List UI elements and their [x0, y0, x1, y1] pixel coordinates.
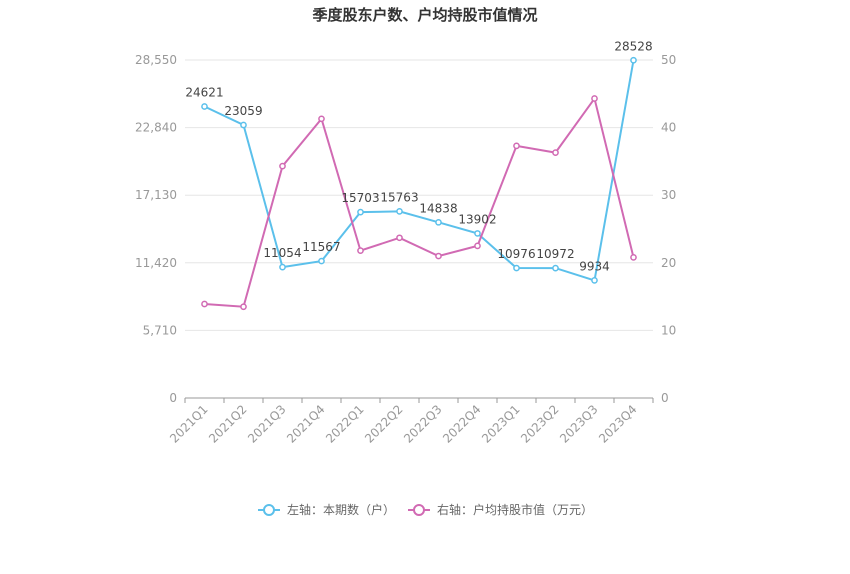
data-label: 11054 — [263, 246, 301, 260]
data-point-0 — [435, 218, 442, 226]
data-point-1 — [201, 300, 208, 308]
data-point-0 — [201, 103, 208, 110]
right-tick-label: 40 — [661, 121, 676, 135]
x-tick-label: 2023Q4 — [596, 402, 640, 446]
legend-label: 右轴：户均持股市值（万元） — [437, 502, 593, 517]
data-point-0 — [474, 230, 481, 237]
x-tick-label: 2022Q1 — [323, 402, 367, 446]
legend-swatch-marker — [413, 504, 425, 516]
data-label: 9934 — [579, 259, 610, 273]
data-label: 11567 — [302, 240, 340, 254]
x-tick-label: 2021Q3 — [245, 402, 289, 446]
data-label: 13902 — [458, 212, 496, 226]
chart-title: 季度股东户数、户均持股市值情况 — [312, 6, 538, 24]
data-label: 23059 — [224, 104, 262, 118]
right-tick-label: 10 — [661, 323, 676, 337]
data-point-0 — [318, 257, 325, 265]
left-tick-label: 22,840 — [135, 121, 177, 135]
data-point-0 — [591, 277, 598, 284]
x-tick-label: 2022Q2 — [362, 402, 406, 446]
data-point-1 — [513, 142, 520, 150]
right-tick-label: 20 — [661, 256, 676, 270]
grid-lines — [185, 59, 653, 331]
left-tick-label: 11,420 — [135, 256, 177, 270]
data-label: 24621 — [185, 86, 223, 100]
series-line-0 — [204, 60, 635, 282]
data-point-0 — [279, 263, 286, 271]
right-tick-label: 0 — [661, 391, 669, 405]
left-tick-label: 0 — [169, 391, 177, 405]
series-line-1 — [204, 96, 635, 308]
data-point-1 — [474, 242, 481, 250]
data-point-0 — [630, 56, 637, 64]
legend-swatch-marker — [263, 504, 275, 516]
legend: 左轴：本期数（户） 右轴：户均持股市值（万元） — [258, 502, 593, 517]
data-point-1 — [396, 234, 403, 242]
data-point-0 — [240, 121, 247, 129]
x-tick-label: 2021Q2 — [206, 402, 250, 446]
series-lines — [201, 56, 637, 311]
data-point-1 — [357, 247, 364, 254]
right-tick-label: 50 — [661, 53, 676, 67]
x-tick-label: 2021Q4 — [284, 402, 328, 446]
data-point-1 — [630, 254, 637, 261]
data-point-1 — [279, 162, 286, 170]
data-point-1 — [552, 149, 559, 156]
data-point-1 — [318, 115, 325, 123]
legend-label: 左轴：本期数（户） — [287, 502, 395, 517]
x-tick-label: 2023Q3 — [557, 402, 601, 446]
left-tick-label: 17,130 — [135, 188, 177, 202]
data-point-0 — [357, 208, 364, 216]
x-tick-label: 2021Q1 — [167, 402, 211, 446]
data-label: 10976 — [497, 247, 535, 261]
data-point-1 — [435, 252, 442, 260]
data-point-1 — [591, 95, 598, 102]
x-tick-label: 2023Q1 — [479, 402, 523, 446]
data-label: 28528 — [614, 39, 652, 53]
data-label: 10972 — [536, 247, 574, 261]
data-label: 15763 — [380, 190, 418, 204]
left-tick-label: 5,710 — [143, 323, 177, 337]
data-point-1 — [240, 303, 247, 311]
left-tick-label: 28,550 — [135, 53, 177, 67]
data-point-0 — [552, 264, 559, 272]
data-label: 14838 — [419, 201, 457, 215]
data-point-0 — [513, 264, 520, 272]
x-tick-label: 2022Q3 — [401, 402, 445, 446]
data-point-0 — [396, 208, 403, 215]
data-label: 15703 — [341, 191, 379, 205]
x-tick-label: 2023Q2 — [518, 402, 562, 446]
right-tick-label: 30 — [661, 188, 676, 202]
x-tick-label: 2022Q4 — [440, 402, 484, 446]
